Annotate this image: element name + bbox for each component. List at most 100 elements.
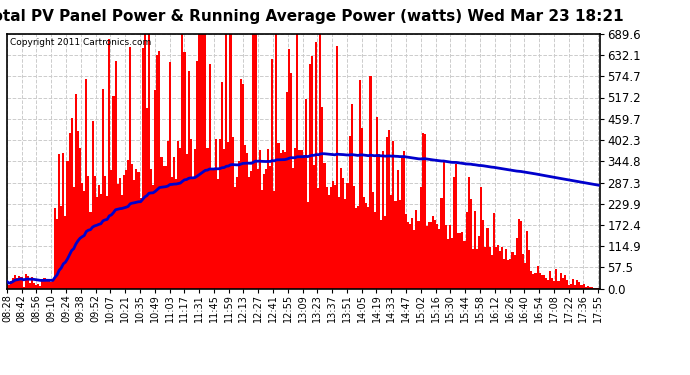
Bar xyxy=(271,58,273,289)
Bar xyxy=(384,216,386,289)
Text: Total PV Panel Power & Running Average Power (watts) Wed Mar 23 18:21: Total PV Panel Power & Running Average P… xyxy=(0,9,623,24)
Bar xyxy=(545,278,547,289)
Bar xyxy=(489,247,491,289)
Bar xyxy=(269,166,271,289)
Bar xyxy=(393,141,395,289)
Bar xyxy=(305,99,307,289)
Bar xyxy=(23,287,25,289)
Bar xyxy=(411,218,413,289)
Bar xyxy=(229,34,232,289)
Bar xyxy=(175,179,177,289)
Bar xyxy=(595,288,597,289)
Bar xyxy=(553,281,555,289)
Bar xyxy=(407,222,409,289)
Bar xyxy=(375,117,377,289)
Bar xyxy=(478,236,480,289)
Bar xyxy=(210,170,213,289)
Bar xyxy=(202,34,204,289)
Bar xyxy=(446,238,448,289)
Bar xyxy=(100,194,102,289)
Bar xyxy=(509,259,511,289)
Text: Copyright 2011 Cartronics.com: Copyright 2011 Cartronics.com xyxy=(10,38,151,46)
Bar xyxy=(388,130,391,289)
Bar xyxy=(131,164,133,289)
Bar xyxy=(363,198,365,289)
Bar xyxy=(112,96,115,289)
Bar xyxy=(589,287,591,289)
Bar xyxy=(576,280,578,289)
Bar xyxy=(436,224,438,289)
Bar xyxy=(169,62,171,289)
Bar xyxy=(593,288,595,289)
Bar xyxy=(555,269,558,289)
Bar xyxy=(438,229,440,289)
Bar xyxy=(288,49,290,289)
Bar xyxy=(434,220,436,289)
Bar xyxy=(309,63,311,289)
Bar xyxy=(543,276,545,289)
Bar xyxy=(171,177,173,289)
Bar xyxy=(179,148,181,289)
Bar xyxy=(342,178,344,289)
Bar xyxy=(282,150,284,289)
Bar xyxy=(267,149,269,289)
Bar xyxy=(371,192,373,289)
Bar xyxy=(353,186,355,289)
Bar xyxy=(46,280,48,289)
Bar xyxy=(570,284,572,289)
Bar xyxy=(255,34,257,289)
Bar xyxy=(472,249,474,289)
Bar xyxy=(227,142,229,289)
Bar xyxy=(12,278,14,289)
Bar xyxy=(397,170,399,289)
Bar xyxy=(430,222,432,289)
Bar xyxy=(591,287,593,289)
Bar xyxy=(37,284,39,289)
Bar xyxy=(330,187,332,289)
Bar xyxy=(94,176,96,289)
Bar xyxy=(200,34,202,289)
Bar xyxy=(68,134,70,289)
Bar xyxy=(417,221,420,289)
Bar xyxy=(597,288,599,289)
Bar xyxy=(328,195,330,289)
Bar xyxy=(292,168,294,289)
Bar xyxy=(315,42,317,289)
Bar xyxy=(442,160,444,289)
Bar xyxy=(359,80,361,289)
Bar xyxy=(273,191,275,289)
Bar xyxy=(495,247,497,289)
Bar xyxy=(102,89,104,289)
Bar xyxy=(405,214,407,289)
Bar xyxy=(426,226,428,289)
Bar xyxy=(480,187,482,289)
Bar xyxy=(501,247,503,289)
Bar xyxy=(482,220,484,289)
Bar xyxy=(336,46,338,289)
Bar xyxy=(566,280,568,289)
Bar xyxy=(470,199,472,289)
Bar xyxy=(578,282,580,289)
Bar xyxy=(119,178,121,289)
Bar xyxy=(72,188,75,289)
Bar xyxy=(234,188,236,289)
Bar xyxy=(507,260,509,289)
Bar xyxy=(62,153,64,289)
Bar xyxy=(302,155,305,289)
Bar xyxy=(265,169,267,289)
Bar xyxy=(208,64,210,289)
Bar xyxy=(562,278,564,289)
Bar xyxy=(144,34,146,289)
Bar xyxy=(125,171,127,289)
Bar xyxy=(8,285,10,289)
Bar xyxy=(186,154,188,289)
Bar xyxy=(367,207,369,289)
Bar xyxy=(198,34,200,289)
Bar xyxy=(259,150,261,289)
Bar xyxy=(395,201,397,289)
Bar xyxy=(81,183,83,289)
Bar xyxy=(380,220,382,289)
Bar xyxy=(403,152,405,289)
Bar xyxy=(511,252,513,289)
Bar xyxy=(334,185,336,289)
